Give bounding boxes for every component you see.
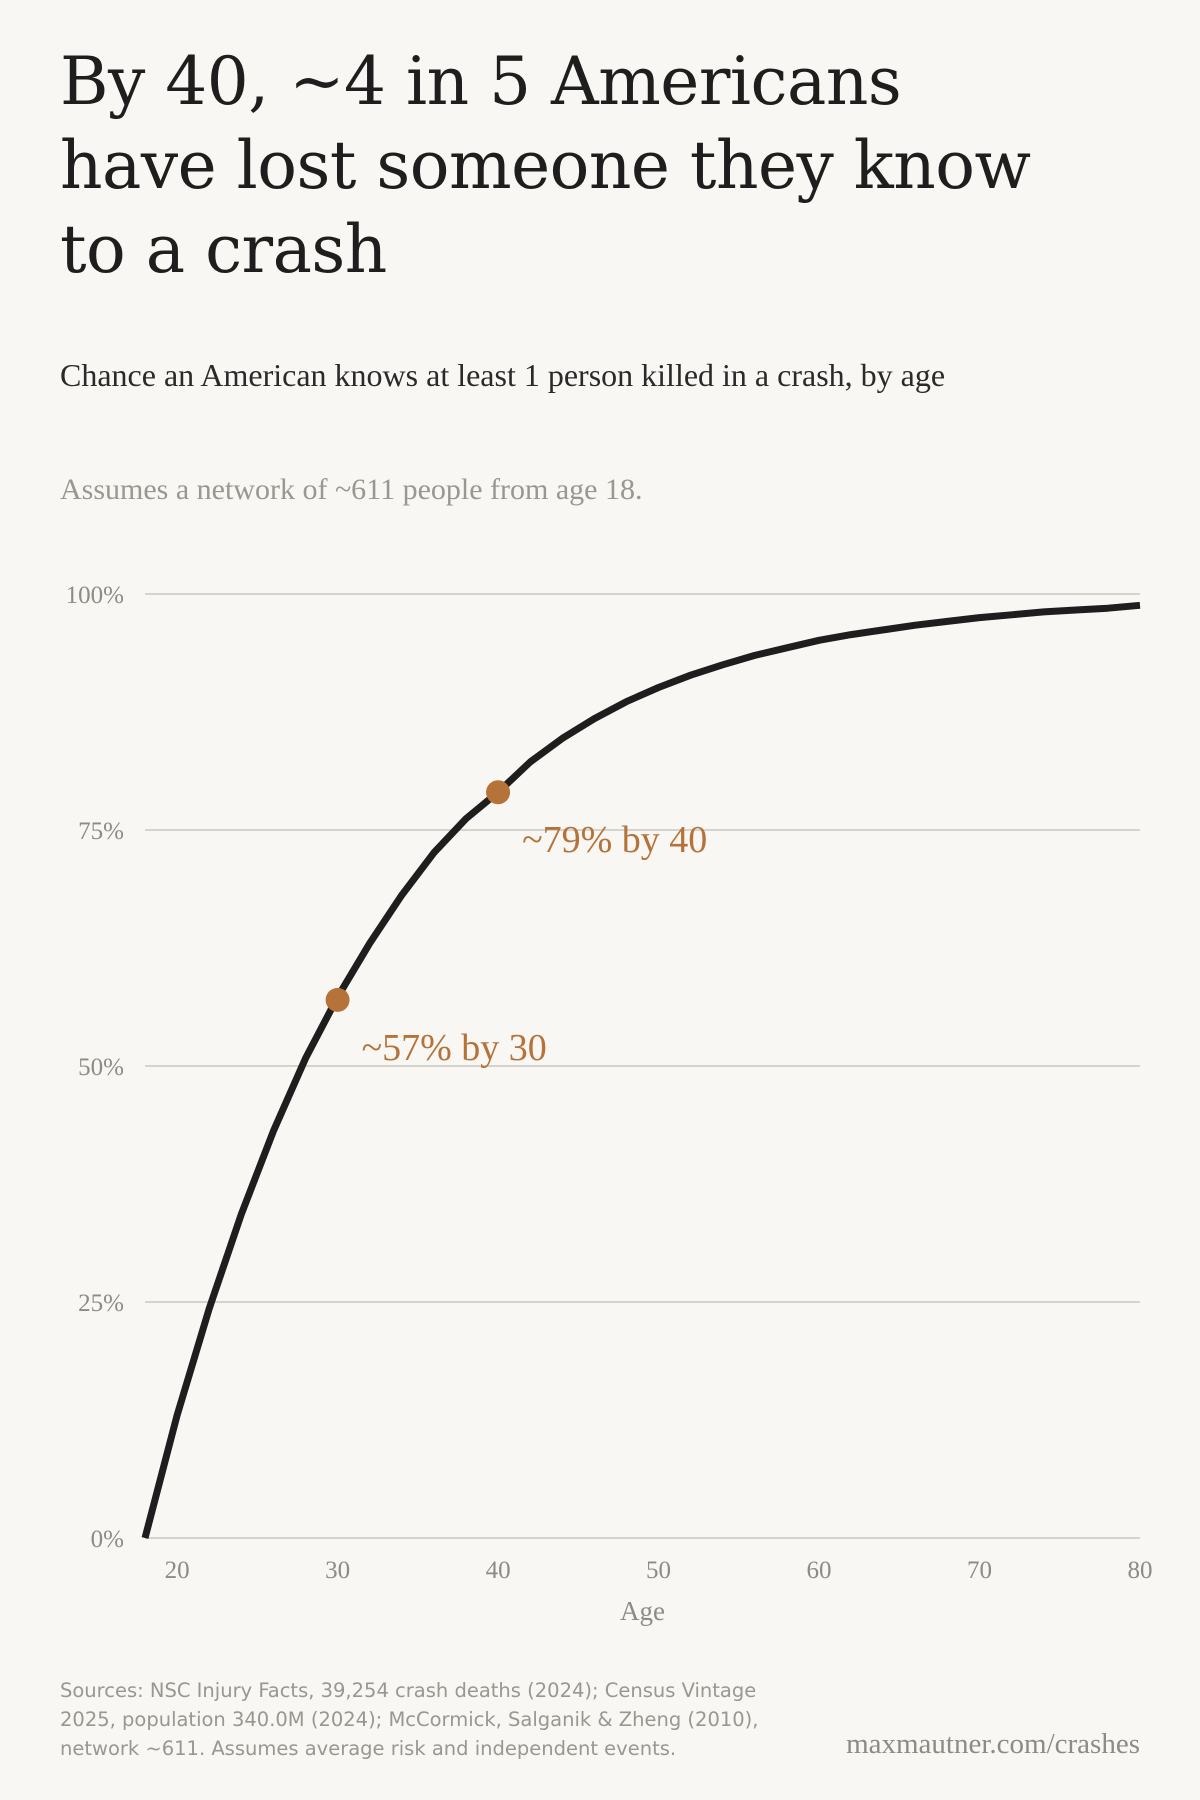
x-tick-label: 20 [165,1557,190,1584]
annotation-label: ~79% by 40 [522,819,707,861]
y-tick-label: 100% [66,582,124,609]
chart-title: By 40, ~4 in 5 Americans have lost someo… [60,43,1031,288]
x-tick-label: 80 [1128,1557,1153,1584]
x-axis-title: Age [620,1596,665,1626]
x-tick-label: 70 [967,1557,992,1584]
y-tick-label: 25% [78,1290,124,1317]
sources-text: Sources: NSC Injury Facts, 39,254 crash … [60,1679,759,1760]
y-tick-label: 75% [78,818,124,845]
chart-subtitle: Chance an American knows at least 1 pers… [60,357,946,393]
annotation-label: ~57% by 30 [362,1027,547,1069]
y-tick-label: 0% [91,1526,124,1553]
series-line [141,601,1141,1539]
y-tick-label: 50% [78,1054,124,1081]
x-tick-label: 30 [325,1557,350,1584]
line-chart: 0% 25% 50% 75% 100% 20 30 40 50 60 70 80 Age ~57% by … [66,582,1153,1626]
annotation-point [325,987,350,1012]
annotation-point [486,780,511,805]
x-tick-label: 50 [646,1557,671,1584]
x-tick-label: 40 [486,1557,511,1584]
chart-note: Assumes a network of ~611 people from ag… [60,473,643,506]
credit-link[interactable]: maxmautner.com/crashes [846,1728,1140,1760]
x-tick-label: 60 [807,1557,832,1584]
